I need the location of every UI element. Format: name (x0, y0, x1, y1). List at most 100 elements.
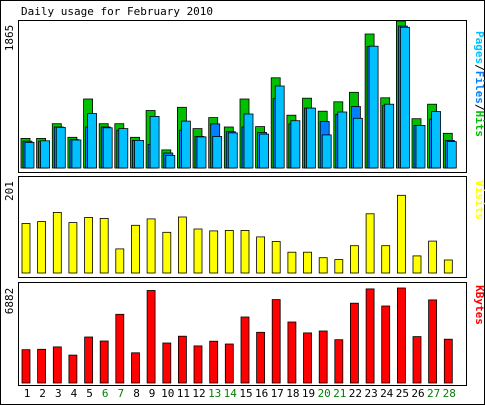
legend-files: Files (473, 71, 485, 104)
visits-bar (396, 194, 406, 274)
chart-title: Daily usage for February 2010 (21, 5, 213, 18)
kbytes-bar (193, 345, 203, 384)
pages-bar (306, 107, 316, 169)
legend-separator: / (473, 104, 485, 111)
bot-panel-frame (18, 282, 467, 386)
pages-bar (321, 134, 332, 169)
day-label: 17 (271, 387, 284, 400)
kbytes-bar (381, 305, 391, 384)
pages-bar (431, 111, 442, 169)
pages-bar (24, 141, 35, 169)
kbytes-bar (52, 346, 62, 384)
day-label: 18 (286, 387, 299, 400)
visits-bar (99, 217, 109, 274)
legend-separator: / (473, 64, 485, 71)
kbytes-bar (396, 287, 406, 384)
pages-bar (149, 116, 160, 169)
visits-bar (287, 251, 297, 274)
kbytes-bar (115, 313, 125, 384)
kbytes-bar (349, 302, 359, 384)
visits-bar (131, 224, 140, 274)
kbytes-bar (84, 336, 93, 384)
bot-panel-max-label: 6882 (3, 288, 16, 315)
day-label: 12 (192, 387, 205, 400)
kbytes-bar (303, 332, 312, 384)
visits-bar (381, 245, 391, 274)
day-label: 11 (177, 387, 190, 400)
kbytes-bar (412, 336, 422, 384)
kbytes-bar (365, 288, 375, 384)
visits-bar (37, 221, 46, 274)
mid-panel-legend: Visits (473, 180, 485, 220)
bot-panel-legend: KBytes (473, 285, 485, 325)
kbytes-bar (177, 335, 187, 384)
visits-bar (334, 259, 344, 274)
pages-bar (227, 132, 238, 169)
visits-bar (21, 223, 31, 274)
top-panel-legend: Pages/Files/Hits (473, 31, 485, 137)
day-label: 2 (39, 387, 46, 400)
pages-bar (102, 127, 113, 169)
visits-bar (146, 218, 156, 274)
visits-bar (115, 248, 125, 274)
pages-bar (274, 85, 285, 169)
pages-bar (212, 136, 223, 169)
kbytes-bar (318, 330, 328, 384)
day-label: 22 (349, 387, 362, 400)
visits-bar (428, 240, 438, 274)
kbytes-bar (287, 321, 297, 384)
kbytes-bar (428, 299, 438, 384)
day-labels: 1 2 3 4 5 6 7 8 9 10 11 12 13 14 15 16 17 18 19 20 21 22 23 24 2… (24, 387, 456, 400)
pages-bar (368, 45, 379, 169)
day-label: 21 (333, 387, 346, 400)
top-panel-max-label: 1865 (3, 25, 16, 52)
kbytes-bar (209, 340, 219, 384)
day-label: 19 (302, 387, 315, 400)
visits-bar (84, 217, 93, 274)
day-label: 8 (133, 387, 140, 400)
day-label: 14 (224, 387, 238, 400)
kbytes-bar (162, 342, 172, 384)
visits-bar (177, 216, 187, 274)
kbytes-bar (224, 343, 234, 384)
day-label: 28 (443, 387, 456, 400)
visits-bar (68, 222, 78, 274)
visits-bar (52, 211, 62, 274)
legend-hits: Hits (473, 111, 485, 138)
day-label: 7 (117, 387, 124, 400)
day-label: 3 (55, 387, 62, 400)
day-label: 23 (364, 387, 377, 400)
day-label: 1 (24, 387, 31, 400)
day-label: 20 (318, 387, 331, 400)
visits-bar (318, 257, 328, 274)
visits-bar (412, 255, 422, 274)
visits-bar (303, 251, 312, 274)
kbytes-bar (37, 348, 46, 384)
kbytes-bar (271, 299, 281, 384)
pages-bar (384, 103, 395, 169)
visits-bar (209, 230, 219, 274)
kbytes-bar (68, 354, 78, 384)
pages-bar (290, 120, 301, 169)
visits-bar (193, 228, 203, 274)
day-label: 27 (427, 387, 440, 400)
day-label: 5 (86, 387, 93, 400)
mid-panel-frame (18, 176, 467, 278)
day-label: 9 (149, 387, 156, 400)
kbytes-bar (240, 316, 250, 384)
pages-bar (399, 26, 410, 169)
day-label: 13 (208, 387, 221, 400)
pages-bar (55, 127, 66, 169)
top-panel-frame (18, 20, 467, 173)
kbytes-bar (21, 349, 31, 384)
day-label: 10 (161, 387, 174, 400)
day-label: 4 (71, 387, 78, 400)
pages-bar (337, 111, 348, 169)
bars-layer (20, 20, 457, 384)
kbytes-bar (334, 339, 344, 384)
pages-bar (71, 139, 82, 169)
day-label: 25 (396, 387, 409, 400)
pages-bar (243, 113, 254, 169)
kbytes-bar (131, 352, 140, 384)
